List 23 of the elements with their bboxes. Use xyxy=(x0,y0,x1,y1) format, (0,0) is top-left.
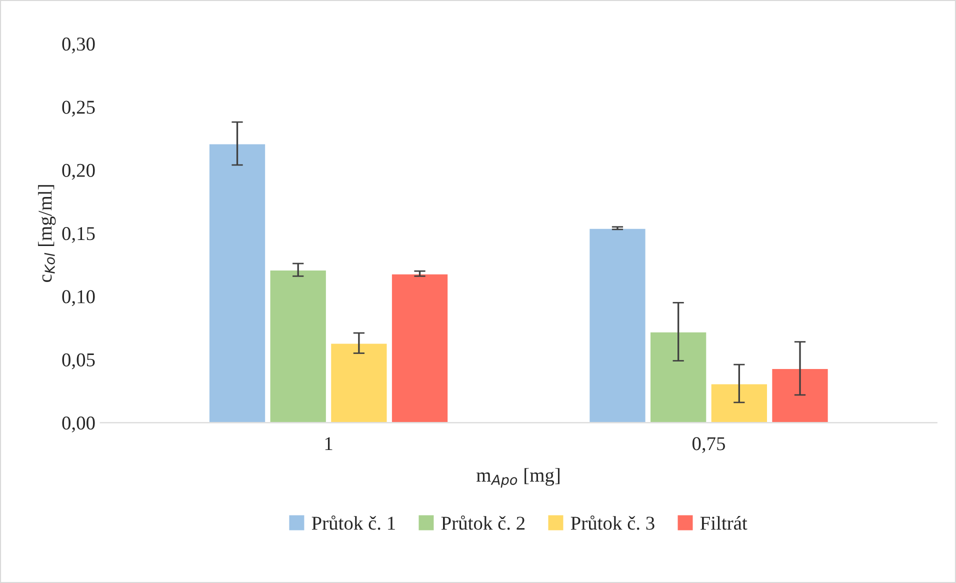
y-tick-label: 0,15 xyxy=(62,227,95,243)
bar xyxy=(649,331,708,423)
y-tick-label: 0,30 xyxy=(62,38,95,54)
y-tick-label: 0,05 xyxy=(62,353,95,370)
bar xyxy=(390,272,449,423)
bar xyxy=(268,269,328,423)
y-tick-label: 0,10 xyxy=(62,290,95,306)
bar xyxy=(330,342,388,423)
y-axis-title: c$_{Kol}$ [mg/ml] xyxy=(38,185,56,282)
x-tick-label: 1 xyxy=(325,437,332,450)
bar xyxy=(208,142,266,423)
legend-label: Průtok č. 2 xyxy=(441,515,525,530)
y-tick-label: 0,25 xyxy=(62,100,95,117)
legend-label: Filtrát xyxy=(700,516,748,530)
y-tick-label: 0,20 xyxy=(62,164,95,180)
legend-label: Průtok č. 1 xyxy=(312,515,395,530)
x-axis-title: m$_{Apo}$ [mg] xyxy=(476,468,560,488)
bar xyxy=(588,227,647,423)
y-tick-label: 0,00 xyxy=(62,416,95,432)
bar xyxy=(770,368,830,423)
legend-label: Průtok č. 3 xyxy=(570,515,654,530)
x-tick-label: 0,75 xyxy=(692,437,725,454)
bar xyxy=(710,382,768,423)
